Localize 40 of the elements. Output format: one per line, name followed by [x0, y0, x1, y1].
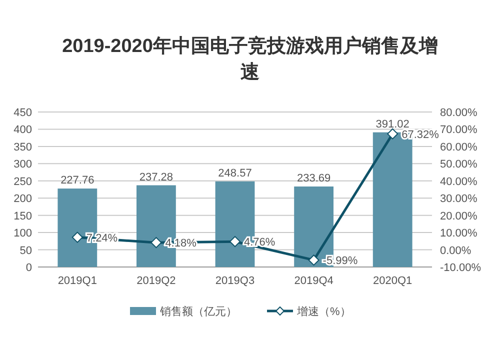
y-tick-label: 300 — [14, 158, 32, 171]
y2-tick-label: 60.00% — [440, 141, 478, 154]
legend-label: 增速（%） — [296, 305, 351, 318]
y2-tick-label: 70.00% — [440, 124, 478, 136]
y-tick-label: 50 — [20, 244, 32, 257]
y2-tick-label: 50.00% — [440, 158, 478, 171]
point — [150, 237, 162, 248]
data-label: 237.28 — [139, 171, 174, 184]
y2-tick-label: 0.00% — [440, 244, 472, 257]
x-tick-label: 2019Q3 — [215, 275, 255, 287]
data-label: 227.76 — [60, 174, 94, 187]
data-label: 7.24% — [86, 232, 118, 244]
y2-tick-label: 40.00% — [440, 176, 478, 188]
legend-label: 销售额（亿元） — [159, 305, 237, 318]
y-tick-label: 100 — [14, 228, 32, 240]
y-tick-label: 200 — [14, 193, 32, 206]
y-tick-label: 150 — [14, 210, 32, 222]
y2-tick-label: 30.00% — [440, 193, 478, 206]
y2-tick-label: 10.00% — [440, 228, 478, 240]
y2-tick-label: 80.00% — [440, 107, 478, 119]
point — [230, 236, 240, 248]
x-tick-label: 2020Q1 — [373, 275, 412, 287]
point — [308, 254, 320, 266]
x-tick-label: 2019Q4 — [294, 275, 334, 287]
data-label: 391.02 — [376, 118, 410, 130]
chart-title: 2019-2020年中国电子竞技游戏用户销售及增速 — [61, 34, 439, 85]
x-tick-label: 2019Q2 — [136, 275, 176, 287]
y-tick-label: 0 — [26, 262, 32, 274]
point — [387, 128, 398, 140]
data-label: 248.57 — [218, 167, 252, 180]
data-label: 233.69 — [296, 172, 331, 185]
y-tick-label: 450 — [14, 107, 32, 119]
y2-tick-label: 20.00% — [440, 210, 478, 222]
y-tick-label: 250 — [14, 176, 32, 188]
x-tick-label: 2019Q1 — [58, 275, 97, 287]
y-tick-label: 400 — [14, 124, 32, 136]
y-tick-label: 350 — [14, 141, 32, 154]
y2-tick-label: -10.00% — [440, 262, 482, 274]
data-label: 4.18% — [165, 238, 197, 250]
point — [72, 232, 83, 243]
